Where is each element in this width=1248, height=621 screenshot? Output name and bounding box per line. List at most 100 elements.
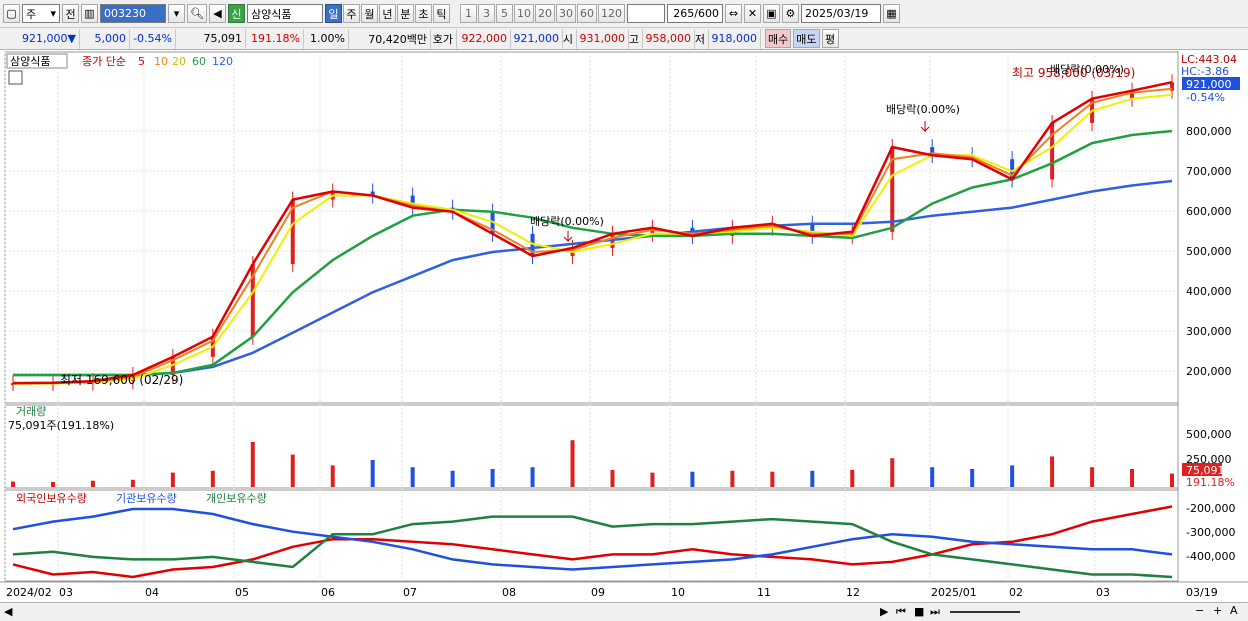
- interval-10[interactable]: 10: [513, 4, 534, 23]
- tab-5[interactable]: 초: [414, 4, 432, 23]
- volume: 75,091: [176, 28, 246, 49]
- tab-3[interactable]: 년: [378, 4, 396, 23]
- stop-icon[interactable]: ■: [914, 605, 925, 618]
- prev-button[interactable]: 전: [62, 4, 79, 23]
- volume-tick: 250,000: [1186, 453, 1232, 466]
- candle-body: [250, 264, 255, 337]
- time-label: 03: [1096, 586, 1110, 599]
- hc-label: HC:-3.86: [1181, 65, 1229, 78]
- volume-title: 거래량: [16, 405, 46, 418]
- auto-icon[interactable]: A: [1230, 604, 1238, 617]
- dividend-arrow: [563, 231, 573, 243]
- interval-5[interactable]: 5: [495, 4, 513, 23]
- pct-tag: -0.54%: [1186, 91, 1225, 104]
- chart-type-icon[interactable]: ▥: [81, 4, 98, 23]
- holding-line-holdings_foreign: [12, 505, 1173, 579]
- low-price: 918,000: [709, 28, 761, 49]
- volume-bar: [250, 442, 255, 487]
- bid-price: 921,000: [511, 28, 563, 49]
- volume-bar: [450, 470, 455, 487]
- ask-price: 922,000: [457, 28, 511, 49]
- dropdown-icon[interactable]: ▾: [168, 4, 185, 23]
- price-tag: [1182, 77, 1240, 90]
- fast-forward-icon[interactable]: ⏭: [930, 605, 940, 618]
- count-input[interactable]: 265/600: [666, 4, 723, 23]
- holding-tick: -300,000: [1186, 526, 1235, 539]
- candle-body: [370, 191, 375, 196]
- horizontal-scrollbar[interactable]: ◀ ▶ ⏮ ■ ⏭ − + A: [0, 602, 1248, 621]
- scroll-left-icon[interactable]: ◀: [4, 605, 13, 618]
- volume-bar: [690, 471, 695, 487]
- tab-4[interactable]: 분: [396, 4, 414, 23]
- candle-body: [650, 227, 655, 234]
- tab-2[interactable]: 월: [360, 4, 378, 23]
- high-label: 고: [629, 28, 643, 49]
- count-total: /600: [694, 7, 719, 20]
- buy-button[interactable]: 매수: [765, 29, 792, 48]
- window-icon[interactable]: ▢: [3, 4, 20, 23]
- stock-badge: 신: [227, 4, 245, 23]
- search-icon[interactable]: 🔍︎: [187, 4, 207, 23]
- zoom-out-icon[interactable]: −: [1195, 604, 1205, 617]
- candle-body: [1010, 159, 1015, 180]
- eval-button[interactable]: 평: [821, 29, 839, 48]
- gear-icon[interactable]: ⚙: [781, 4, 799, 23]
- vol-pct-tag: 191.18%: [1186, 476, 1235, 489]
- legend-box: [6, 53, 68, 69]
- volume-bar: [1050, 456, 1055, 487]
- time-label: 09: [591, 586, 605, 599]
- interval-120[interactable]: 120: [597, 4, 625, 23]
- holdings-legend-0: 외국인보유수량: [16, 492, 87, 505]
- volume-ratio: 191.18%: [246, 28, 304, 49]
- tab-0[interactable]: 일: [324, 4, 342, 23]
- volume-bar: [130, 479, 135, 487]
- zoom-icon[interactable]: ⇔: [724, 4, 742, 23]
- speaker-icon[interactable]: ◀: [208, 4, 226, 23]
- candle-body: [930, 147, 935, 156]
- interval-1[interactable]: 1: [459, 4, 477, 23]
- zoom-slider[interactable]: [950, 611, 1020, 613]
- calendar-icon[interactable]: ▦: [882, 4, 900, 23]
- volume-bar: [850, 469, 855, 487]
- volume-bar: [770, 471, 775, 487]
- volume-bar: [570, 440, 575, 487]
- code-input[interactable]: 003230: [100, 4, 166, 23]
- stock-chart[interactable]: 800,000 700,000 600,000 500,000 400,000 300,0…: [0, 51, 1248, 602]
- volume-bar: [330, 465, 335, 487]
- volume-bar: [490, 469, 495, 487]
- dividend-label-1: 배당락(0.00%): [886, 103, 960, 116]
- crosshair-icon[interactable]: ✕: [743, 4, 761, 23]
- fast-back-icon[interactable]: ⏮: [896, 605, 906, 618]
- scroll-right-icon[interactable]: ▶: [880, 605, 889, 618]
- grid-toggle-icon: [8, 70, 23, 85]
- date-input[interactable]: 2025/03/19: [800, 4, 881, 23]
- price-tick: 300,000: [1186, 325, 1232, 338]
- hoga-label: 호가: [431, 28, 457, 49]
- zoom-in-icon[interactable]: +: [1213, 604, 1223, 617]
- time-label: 12: [846, 586, 860, 599]
- volume-tick: 500,000: [1186, 428, 1232, 441]
- interval-custom-input[interactable]: [626, 4, 665, 23]
- price-tick: 200,000: [1186, 365, 1232, 378]
- stock-name: 삼양식품: [246, 4, 323, 23]
- interval-30[interactable]: 30: [555, 4, 576, 23]
- interval-20[interactable]: 20: [534, 4, 555, 23]
- trade-amount: 70,420백만: [349, 28, 431, 49]
- period-select[interactable]: 주 ▾: [22, 4, 60, 23]
- tab-1[interactable]: 주: [342, 4, 360, 23]
- high-annotation: 최고 958,000 (03/19): [1012, 66, 1135, 80]
- save-icon[interactable]: ▣: [762, 4, 780, 23]
- holding-tick: -400,000: [1186, 550, 1235, 563]
- tab-6[interactable]: 틱: [432, 4, 450, 23]
- volume-bar: [290, 454, 295, 487]
- time-label: 05: [235, 586, 249, 599]
- legend-stock-name: 삼양식품: [10, 55, 50, 68]
- volume-bar: [370, 460, 375, 487]
- interval-3[interactable]: 3: [477, 4, 495, 23]
- change-pct: -0.54%: [130, 28, 176, 49]
- legend-ma-20: 20: [172, 55, 186, 68]
- lc-label: LC:443.04: [1181, 53, 1237, 66]
- sell-button[interactable]: 매도: [793, 29, 820, 48]
- interval-60[interactable]: 60: [576, 4, 597, 23]
